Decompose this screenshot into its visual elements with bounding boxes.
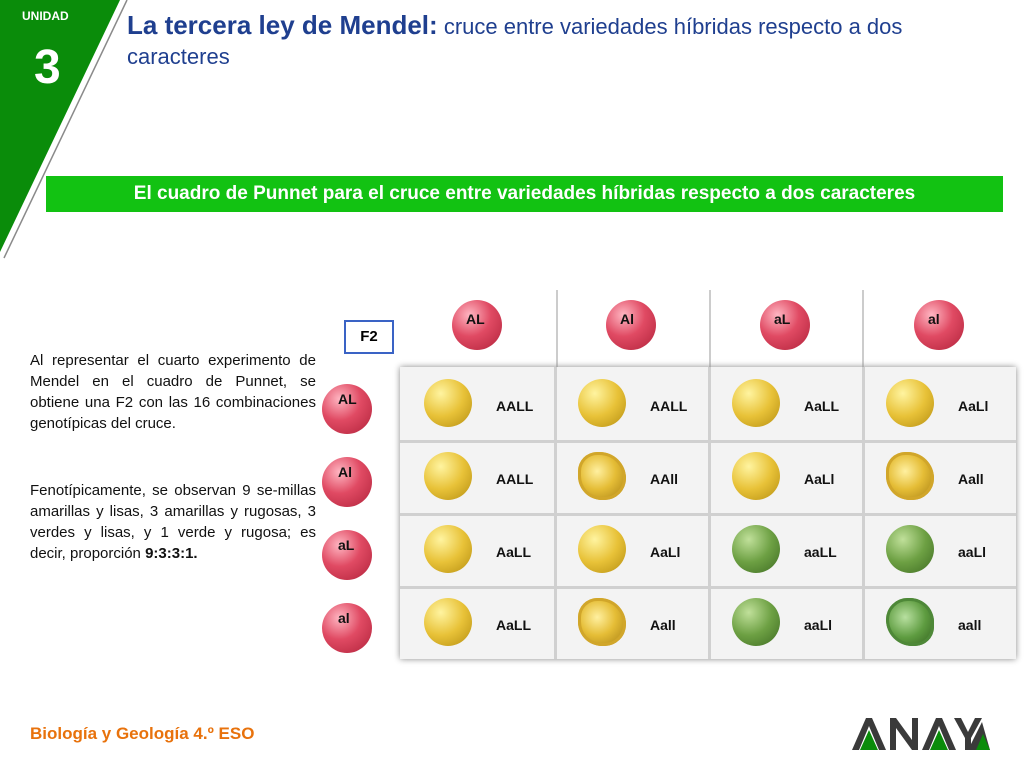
unit-label: UNIDAD bbox=[22, 9, 69, 23]
seed-yellow-wrinkled bbox=[578, 452, 626, 500]
row-gamete-label-1: AL bbox=[338, 390, 357, 407]
genotype-cell: Aall bbox=[650, 617, 676, 633]
seed-yellow-smooth bbox=[578, 379, 626, 427]
unit-band bbox=[0, 0, 128, 259]
seed-yellow-smooth bbox=[732, 379, 780, 427]
col-gamete-2 bbox=[606, 300, 656, 350]
col-gamete-3 bbox=[760, 300, 810, 350]
genotype-cell: AALL bbox=[496, 471, 534, 487]
row-gamete-label-4: al bbox=[338, 609, 350, 626]
col-gamete-1 bbox=[452, 300, 502, 350]
seed-yellow-wrinkled bbox=[886, 452, 934, 500]
header-divider bbox=[709, 290, 711, 367]
unit-number: 3 bbox=[34, 41, 61, 94]
paragraph-phenotypes: Fenotípicamente, se observan 9 se-millas… bbox=[30, 480, 316, 564]
genotype-cell: aaLL bbox=[804, 544, 837, 560]
title-rest: cruce entre variedades híbridas respecto… bbox=[127, 14, 903, 69]
grid-col-divider bbox=[708, 367, 711, 659]
seed-green-smooth bbox=[732, 598, 780, 646]
genotype-cell: AaLL bbox=[804, 398, 839, 414]
anaya-logo bbox=[852, 718, 990, 750]
genotype-cell: AALL bbox=[650, 398, 688, 414]
row-gamete-label-3: aL bbox=[338, 536, 355, 553]
row-gamete-4 bbox=[322, 602, 372, 653]
genotype-cell: AALL bbox=[496, 398, 534, 414]
seed-green-smooth bbox=[886, 525, 934, 573]
row-gamete-3 bbox=[322, 529, 372, 580]
paragraph-phenotypes-text: Fenotípicamente, se observan 9 se-millas… bbox=[30, 482, 316, 562]
grid-col-divider bbox=[862, 367, 865, 659]
col-gamete-label-4: al bbox=[928, 311, 940, 327]
row-gamete-1 bbox=[322, 383, 372, 434]
header-divider bbox=[862, 290, 864, 367]
genotype-cell: AaLl bbox=[958, 398, 989, 414]
genotype-cell: aaLl bbox=[804, 617, 833, 633]
col-gamete-label-1: AL bbox=[466, 311, 485, 327]
seed-yellow-smooth bbox=[886, 379, 934, 427]
seed-green-smooth bbox=[732, 525, 780, 573]
genotype-cell: AaLL bbox=[496, 544, 531, 560]
seed-yellow-smooth bbox=[424, 598, 472, 646]
genotype-cell: aall bbox=[958, 617, 982, 633]
footer-course: Biología y Geología 4.º ESO bbox=[30, 724, 255, 743]
genotype-cell: AAll bbox=[650, 471, 678, 487]
genotype-cell: aaLl bbox=[958, 544, 987, 560]
col-gamete-label-2: Al bbox=[620, 311, 634, 327]
genotype-cell: Aall bbox=[958, 471, 984, 487]
seed-green-wrinkled bbox=[886, 598, 934, 646]
seed-yellow-smooth bbox=[424, 452, 472, 500]
genotype-cell: AaLL bbox=[496, 617, 531, 633]
seed-yellow-smooth bbox=[424, 525, 472, 573]
col-gamete-label-3: aL bbox=[774, 311, 791, 327]
f2-label: F2 bbox=[344, 320, 394, 354]
title-main: La tercera ley de Mendel: bbox=[127, 10, 438, 40]
page-title: La tercera ley de Mendel: cruce entre va… bbox=[127, 10, 987, 72]
ratio-text: 9:3:3:1. bbox=[145, 545, 198, 562]
seed-yellow-smooth bbox=[732, 452, 780, 500]
section-banner: El cuadro de Punnet para el cruce entre … bbox=[46, 176, 1003, 212]
row-gamete-2 bbox=[322, 456, 372, 507]
row-gamete-label-2: Al bbox=[338, 463, 352, 480]
header-divider bbox=[556, 290, 558, 367]
grid-col-divider bbox=[554, 367, 557, 659]
col-gamete-4 bbox=[914, 300, 964, 350]
seed-yellow-smooth bbox=[578, 525, 626, 573]
genotype-cell: AaLl bbox=[650, 544, 681, 560]
paragraph-punnet: Al representar el cuarto experimento de … bbox=[30, 352, 316, 432]
seed-yellow-smooth bbox=[424, 379, 472, 427]
seed-yellow-wrinkled bbox=[578, 598, 626, 646]
genotype-cell: AaLl bbox=[804, 471, 835, 487]
